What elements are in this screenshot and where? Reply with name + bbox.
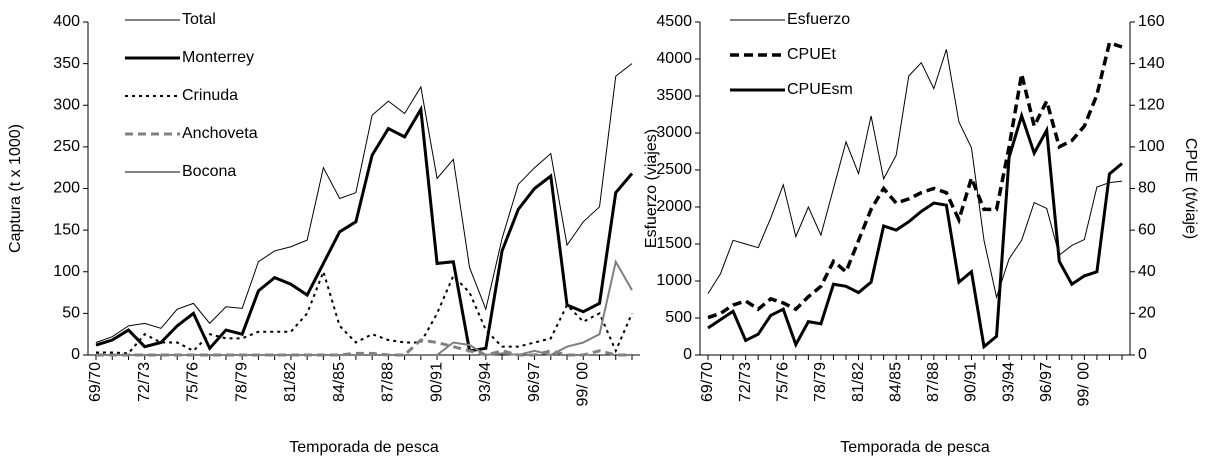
y2-axis-title: CPUE (t/viaje) (1182, 138, 1199, 239)
y-tick-label: 150 (53, 221, 80, 238)
y2-tick-label: 0 (1138, 346, 1147, 363)
legend-label: Monterrey (182, 49, 254, 66)
x-tick-label: 75/76 (774, 362, 791, 402)
y-tick-label: 2500 (656, 161, 692, 178)
x-tick-label: 69/70 (699, 362, 716, 402)
y-tick-label: 50 (62, 305, 80, 322)
x-tick-label: 96/97 (1038, 362, 1055, 402)
y2-tick-label: 80 (1138, 180, 1156, 197)
x-tick-label: 93/94 (1000, 362, 1017, 402)
y2-tick-label: 160 (1138, 13, 1165, 30)
x-tick-label: 90/91 (428, 362, 445, 402)
legend-label: Esfuerzo (787, 11, 850, 28)
legend-label: Crinuda (182, 87, 238, 104)
x-tick-label: 87/88 (925, 362, 942, 402)
x-tick-label: 72/73 (136, 362, 153, 402)
y2-tick-label: 120 (1138, 96, 1165, 113)
x-tick-label: 90/91 (963, 362, 980, 402)
y-tick-label: 100 (53, 263, 80, 280)
series-line (707, 49, 1123, 300)
x-tick-label: 84/85 (887, 362, 904, 402)
x-tick-label: 96/97 (526, 362, 543, 402)
y-axis-title: Captura (t x 1000) (7, 124, 24, 253)
legend-label: Total (182, 11, 216, 28)
y2-tick-label: 20 (1138, 305, 1156, 322)
y-tick-label: 0 (683, 346, 692, 363)
y-tick-label: 0 (71, 346, 80, 363)
y-tick-label: 4000 (656, 50, 692, 67)
y-tick-label: 300 (53, 96, 80, 113)
y-tick-label: 500 (665, 309, 692, 326)
series-line (96, 268, 633, 355)
x-tick-label: 81/82 (850, 362, 867, 402)
x-tick-label: 84/85 (331, 362, 348, 402)
legend-label: Bocona (182, 163, 236, 180)
x-tick-label: 78/79 (233, 362, 250, 402)
y2-tick-label: 100 (1138, 138, 1165, 155)
y-axis-title: Esfuerzo (viajes) (643, 129, 660, 248)
series-line (95, 63, 633, 343)
legend-label: Anchoveta (182, 125, 258, 142)
y-tick-label: 3000 (656, 124, 692, 141)
y-tick-label: 350 (53, 55, 80, 72)
y2-tick-label: 60 (1138, 221, 1156, 238)
series-line (707, 110, 1123, 350)
y2-tick-label: 140 (1138, 55, 1165, 72)
y2-tick-label: 40 (1138, 263, 1156, 280)
y-tick-label: 3500 (656, 87, 692, 104)
x-tick-label: 69/70 (87, 362, 104, 402)
y-tick-label: 250 (53, 138, 80, 155)
x-tick-label: 78/79 (812, 362, 829, 402)
x-axis-title: Temporada de pesca (289, 439, 439, 456)
series-line (707, 40, 1123, 320)
x-tick-label: 72/73 (737, 362, 754, 402)
series-line (96, 259, 633, 357)
y-tick-label: 4500 (656, 13, 692, 30)
x-axis-title: Temporada de pesca (840, 439, 990, 456)
x-tick-label: 99/ 00 (1076, 362, 1093, 407)
x-tick-label: 81/82 (282, 362, 299, 402)
x-tick-label: 93/94 (477, 362, 494, 402)
y-tick-label: 2000 (656, 198, 692, 215)
x-tick-label: 75/76 (185, 362, 202, 402)
series-line (95, 104, 634, 353)
x-tick-label: 87/88 (380, 362, 397, 402)
legend-label: CPUEt (787, 46, 836, 63)
y-tick-label: 1500 (656, 235, 692, 252)
y-tick-label: 200 (53, 180, 80, 197)
x-tick-label: 99/ 00 (574, 362, 591, 407)
y-tick-label: 400 (53, 13, 80, 30)
y-tick-label: 1000 (656, 272, 692, 289)
legend-label: CPUEsm (787, 81, 853, 98)
